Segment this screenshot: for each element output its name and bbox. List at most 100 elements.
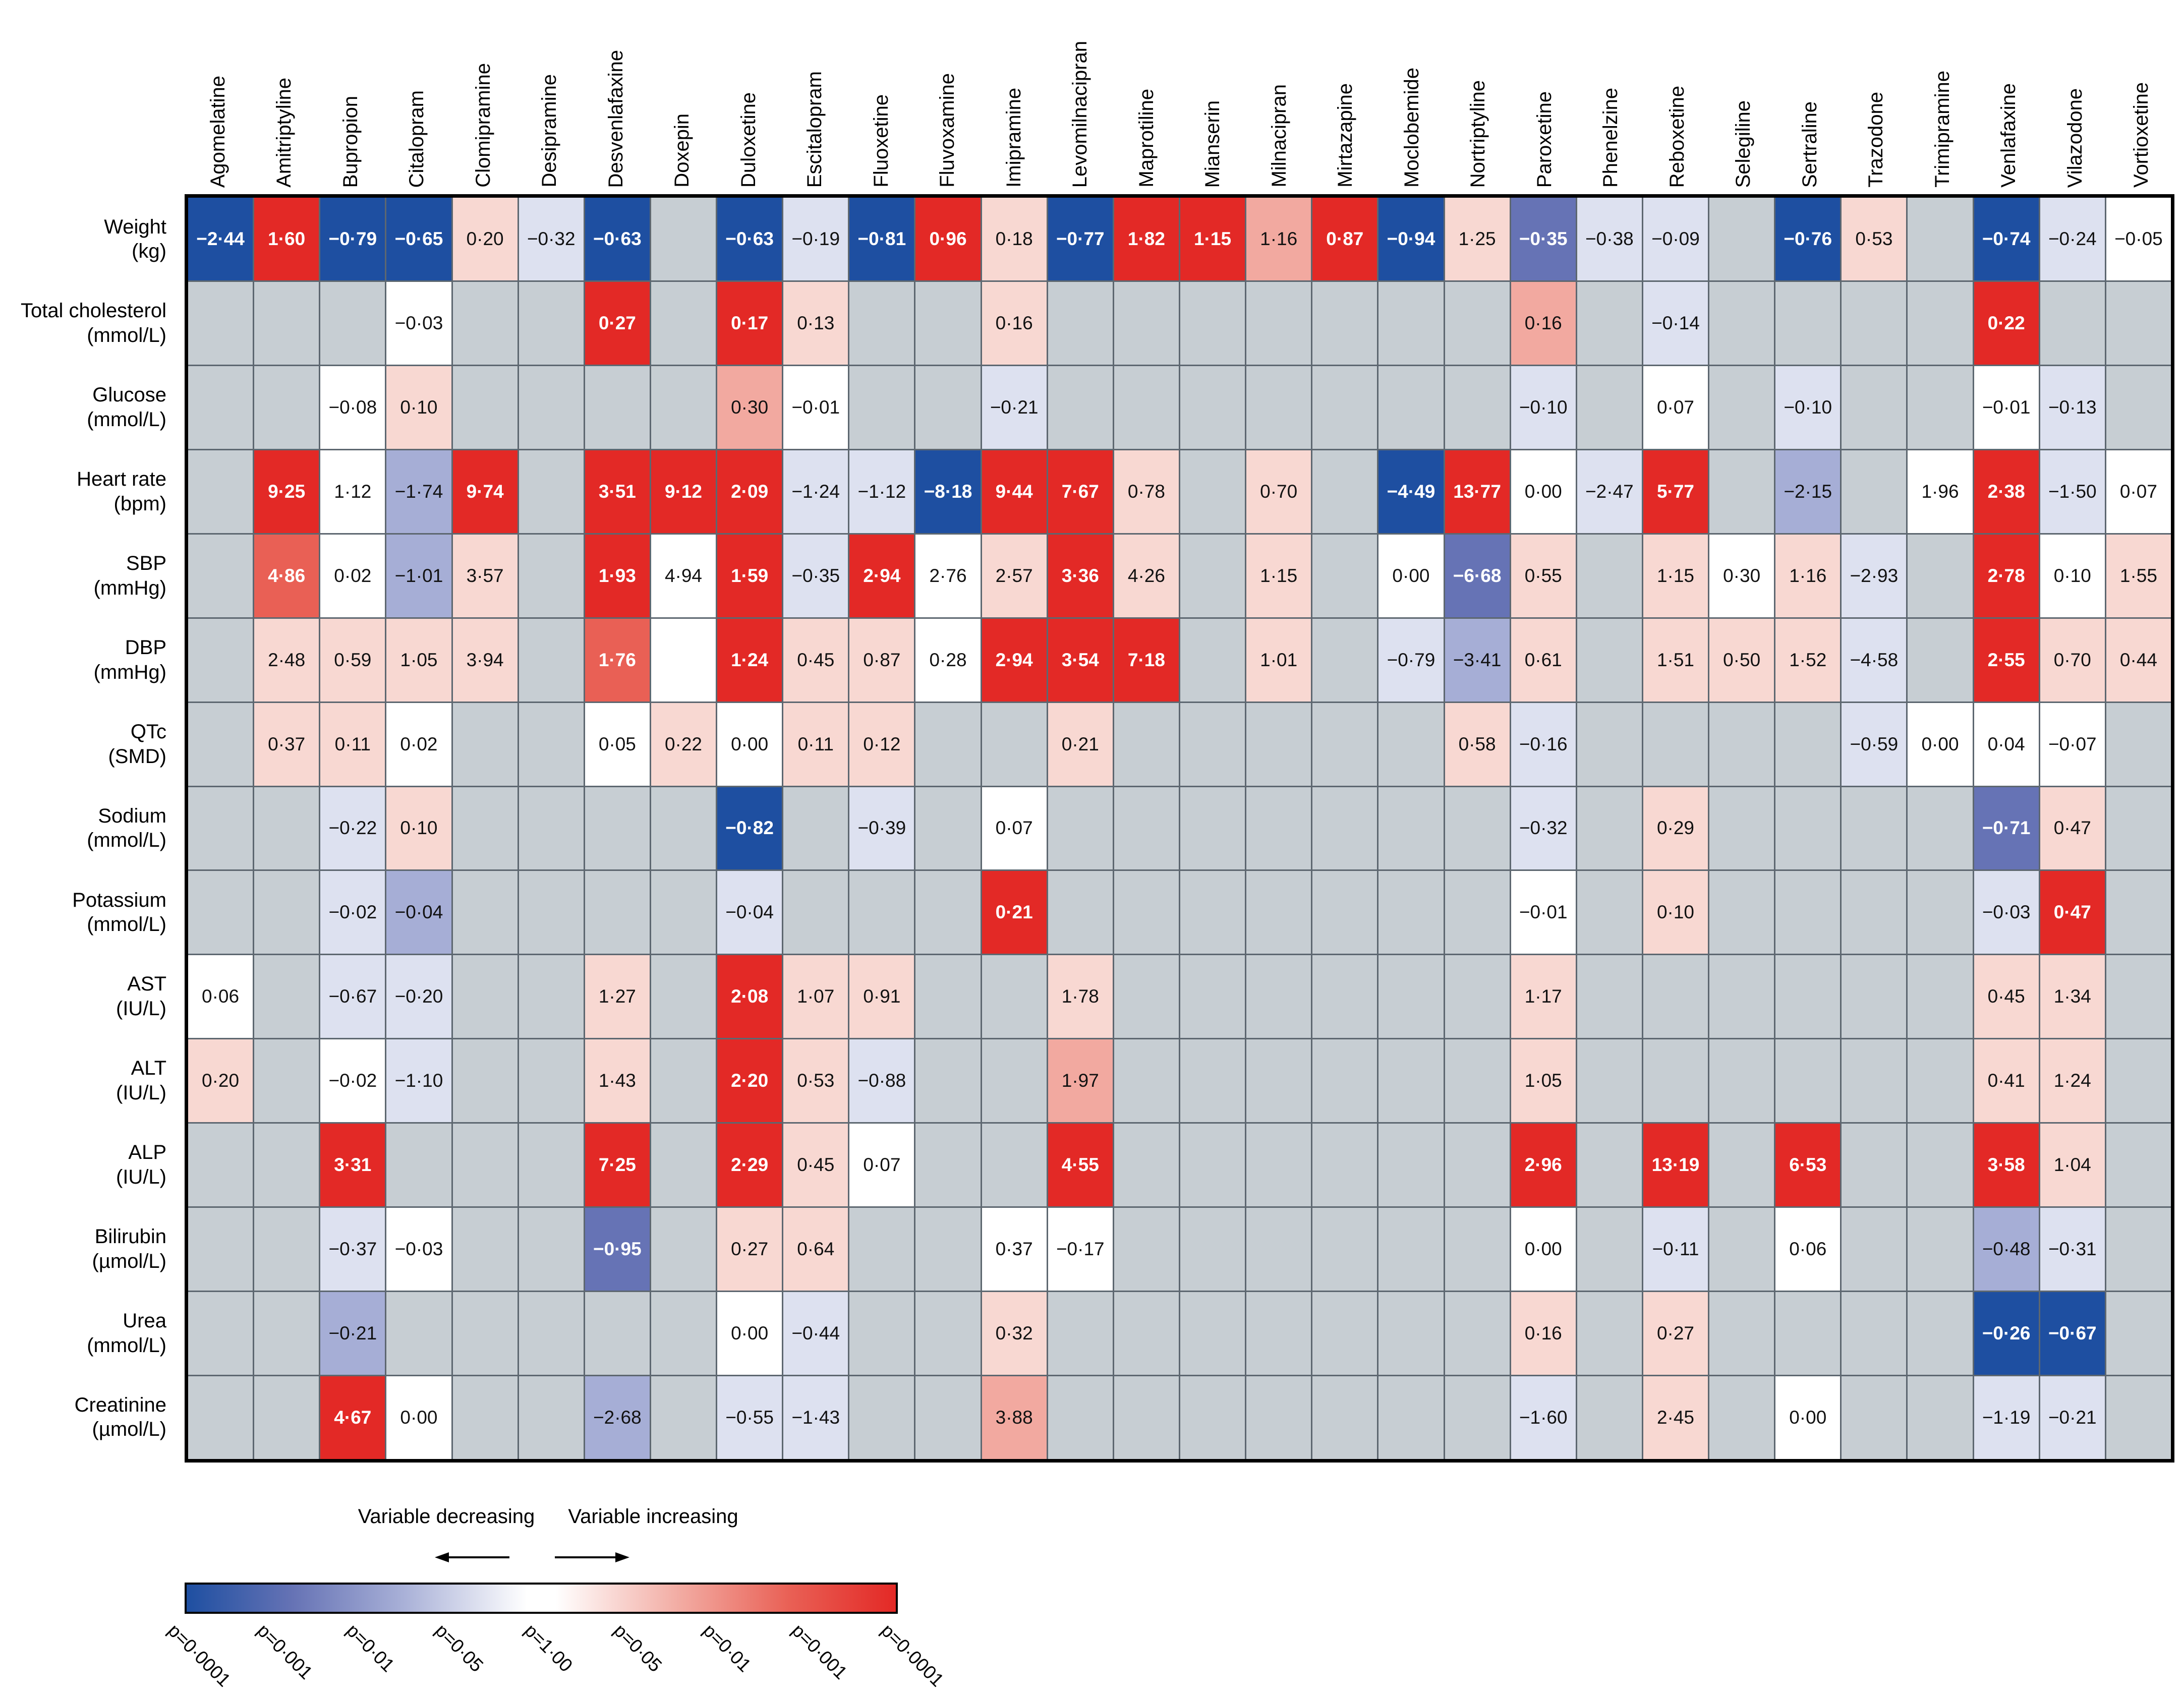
cell-paroxetine-ast: 1·17 bbox=[1511, 955, 1576, 1038]
cell-maprotiline-weight: 1·82 bbox=[1114, 198, 1179, 280]
cell-mirtazapine-sbp bbox=[1312, 534, 1377, 617]
column-header-label: Vortioxetine bbox=[2130, 82, 2153, 188]
cell-bupropion-bilirubin: −0·37 bbox=[320, 1208, 385, 1291]
cell-trimipramine-alp bbox=[1908, 1124, 1973, 1207]
cell-mirtazapine-ast bbox=[1312, 955, 1377, 1038]
cell-venlafaxine-glucose: −0·01 bbox=[1974, 366, 2039, 449]
cell-vortioxetine-ast bbox=[2106, 955, 2171, 1038]
cell-paroxetine-urea: 0·16 bbox=[1511, 1292, 1576, 1375]
row-label-unit: (SMD) bbox=[108, 745, 166, 768]
cell-trimipramine-qtc: 0·00 bbox=[1908, 703, 1973, 786]
cell-trazodone-dbp: −4·58 bbox=[1842, 618, 1907, 702]
row-label-unit: (µmol/L) bbox=[92, 1418, 167, 1441]
cell-venlafaxine-total-cholesterol: 0·22 bbox=[1974, 281, 2039, 365]
row-label-unit: (mmol/L) bbox=[87, 913, 166, 936]
cell-sertraline-sodium bbox=[1775, 787, 1841, 870]
cell-amitriptyline-potassium bbox=[254, 871, 319, 954]
column-header-label: Selegiline bbox=[1732, 100, 1755, 188]
row-labels: Weight (kg) Total cholesterol (mmol/L) Gluco… bbox=[0, 197, 176, 1459]
cell-milnacipran-sbp: 1·15 bbox=[1246, 534, 1311, 617]
cell-clomipramine-alt bbox=[452, 1039, 518, 1123]
cell-imipramine-ast bbox=[982, 955, 1047, 1038]
cell-selegiline-creatinine bbox=[1709, 1376, 1774, 1459]
cell-duloxetine-creatinine: −0·55 bbox=[717, 1376, 782, 1459]
cell-desipramine-sodium bbox=[519, 787, 584, 870]
column-header-label: Mianserin bbox=[1201, 100, 1224, 188]
cell-selegiline-bilirubin bbox=[1709, 1208, 1774, 1291]
cell-moclobemide-sbp: 0·00 bbox=[1378, 534, 1444, 617]
cell-trazodone-alp bbox=[1842, 1124, 1907, 1207]
cell-levomilnacipran-bilirubin: −0·17 bbox=[1048, 1208, 1113, 1291]
cell-selegiline-heart-rate bbox=[1709, 450, 1774, 533]
cell-citalopram-total-cholesterol: −0·03 bbox=[386, 281, 451, 365]
cell-bupropion-ast: −0·67 bbox=[320, 955, 385, 1038]
cell-duloxetine-heart-rate: 2·09 bbox=[717, 450, 782, 533]
column-header-venlafaxine: Venlafaxine bbox=[1976, 0, 2042, 193]
column-header-levomilnacipran: Levomilnacipran bbox=[1047, 0, 1114, 193]
cell-phenelzine-glucose bbox=[1577, 366, 1642, 449]
column-header-label: Doxepin bbox=[671, 113, 694, 188]
cell-agomelatine-bilirubin bbox=[188, 1208, 253, 1291]
cell-desvenlafaxine-heart-rate: 3·51 bbox=[585, 450, 650, 533]
cell-venlafaxine-dbp: 2·55 bbox=[1974, 618, 2039, 702]
column-header-bupropion: Bupropion bbox=[317, 0, 384, 193]
cell-fluoxetine-urea bbox=[849, 1292, 914, 1375]
cell-reboxetine-ast bbox=[1643, 955, 1708, 1038]
cell-milnacipran-ast bbox=[1246, 955, 1311, 1038]
cell-selegiline-alt bbox=[1709, 1039, 1774, 1123]
cell-milnacipran-heart-rate: 0·70 bbox=[1246, 450, 1311, 533]
cell-phenelzine-total-cholesterol bbox=[1577, 281, 1642, 365]
cell-clomipramine-urea bbox=[452, 1292, 518, 1375]
cell-mianserin-alp bbox=[1180, 1124, 1245, 1207]
cell-reboxetine-alt bbox=[1643, 1039, 1708, 1123]
colorbar-scale-label: p=0·001 bbox=[253, 1620, 317, 1683]
cell-doxepin-urea bbox=[651, 1292, 716, 1375]
cell-mirtazapine-potassium bbox=[1312, 871, 1377, 954]
cell-agomelatine-alp bbox=[188, 1124, 253, 1207]
cell-milnacipran-potassium bbox=[1246, 871, 1311, 954]
cell-levomilnacipran-weight: −0·77 bbox=[1048, 198, 1113, 280]
cell-phenelzine-creatinine bbox=[1577, 1376, 1642, 1459]
cell-sertraline-weight: −0·76 bbox=[1775, 198, 1841, 280]
cell-doxepin-creatinine bbox=[651, 1376, 716, 1459]
column-header-label: Clomipramine bbox=[472, 63, 494, 188]
cell-agomelatine-sbp bbox=[188, 534, 253, 617]
cell-duloxetine-glucose: 0·30 bbox=[717, 366, 782, 449]
cell-bupropion-total-cholesterol bbox=[320, 281, 385, 365]
column-header-label: Sertraline bbox=[1798, 101, 1821, 188]
cell-nortriptyline-sbp: −6·68 bbox=[1445, 534, 1510, 617]
column-header-label: Amitriptyline bbox=[273, 78, 296, 188]
cell-milnacipran-weight: 1·16 bbox=[1246, 198, 1311, 280]
cell-maprotiline-ast bbox=[1114, 955, 1179, 1038]
cell-milnacipran-alt bbox=[1246, 1039, 1311, 1123]
cell-vortioxetine-alt bbox=[2106, 1039, 2171, 1123]
right-arrow-icon bbox=[555, 1552, 629, 1562]
cell-nortriptyline-dbp: −3·41 bbox=[1445, 618, 1510, 702]
cell-desipramine-bilirubin bbox=[519, 1208, 584, 1291]
cell-nortriptyline-alt bbox=[1445, 1039, 1510, 1123]
row-label-sbp: SBP (mmHg) bbox=[0, 534, 176, 618]
column-header-label: Desipramine bbox=[538, 74, 561, 188]
cell-venlafaxine-qtc: 0·04 bbox=[1974, 703, 2039, 786]
row-label-name: Sodium bbox=[98, 804, 166, 827]
row-label-bilirubin: Bilirubin (µmol/L) bbox=[0, 1207, 176, 1291]
cell-selegiline-potassium bbox=[1709, 871, 1774, 954]
row-label-urea: Urea (mmol/L) bbox=[0, 1291, 176, 1375]
cell-reboxetine-bilirubin: −0·11 bbox=[1643, 1208, 1708, 1291]
cell-vilazodone-urea: −0·67 bbox=[2040, 1292, 2105, 1375]
cell-levomilnacipran-sbp: 3·36 bbox=[1048, 534, 1113, 617]
cell-levomilnacipran-creatinine bbox=[1048, 1376, 1113, 1459]
cell-trazodone-potassium bbox=[1842, 871, 1907, 954]
cell-venlafaxine-creatinine: −1·19 bbox=[1974, 1376, 2039, 1459]
cell-duloxetine-total-cholesterol: 0·17 bbox=[717, 281, 782, 365]
cell-escitalopram-alp: 0·45 bbox=[783, 1124, 848, 1207]
cell-fluoxetine-heart-rate: −1·12 bbox=[849, 450, 914, 533]
cell-clomipramine-sbp: 3·57 bbox=[452, 534, 518, 617]
row-label-name: QTc bbox=[130, 720, 166, 743]
cell-trimipramine-sodium bbox=[1908, 787, 1973, 870]
cell-citalopram-sodium: 0·10 bbox=[386, 787, 451, 870]
cell-vilazodone-ast: 1·34 bbox=[2040, 955, 2105, 1038]
column-header-nortriptyline: Nortriptyline bbox=[1445, 0, 1512, 193]
column-header-label: Levomilnacipran bbox=[1069, 40, 1091, 188]
cell-mirtazapine-glucose bbox=[1312, 366, 1377, 449]
